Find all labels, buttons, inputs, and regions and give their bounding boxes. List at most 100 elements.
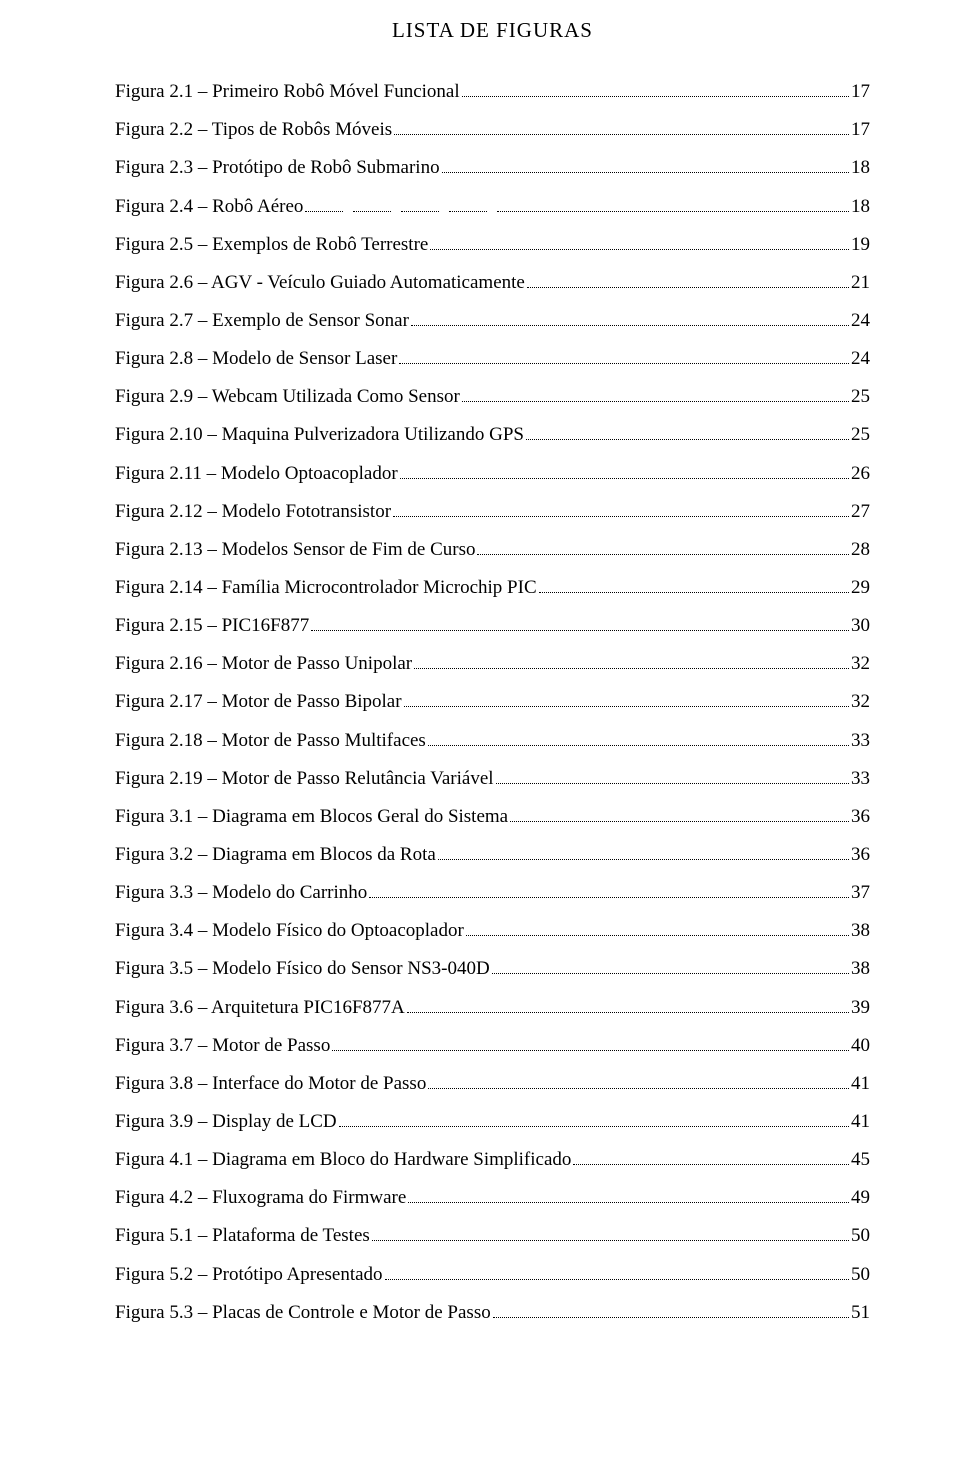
entry-page: 50 bbox=[851, 1226, 870, 1245]
dot-leader bbox=[404, 691, 849, 707]
list-item: Figura 2.2 – Tipos de Robôs Móveis17 bbox=[115, 119, 870, 139]
entry-page: 39 bbox=[851, 998, 870, 1017]
entry-label: Figura 3.6 – Arquitetura PIC16F877A bbox=[115, 998, 405, 1017]
entry-page: 51 bbox=[851, 1303, 870, 1322]
entry-label: Figura 3.4 – Modelo Físico do Optoacopla… bbox=[115, 921, 464, 940]
dot-leader bbox=[399, 348, 849, 364]
list-item: Figura 2.15 – PIC16F877 30 bbox=[115, 615, 870, 635]
entry-page: 41 bbox=[851, 1112, 870, 1131]
dot-leader bbox=[394, 119, 849, 135]
entry-label: Figura 3.7 – Motor de Passo bbox=[115, 1036, 330, 1055]
entry-page: 32 bbox=[851, 692, 870, 711]
list-item: Figura 3.2 – Diagrama em Blocos da Rota 3… bbox=[115, 844, 870, 864]
list-item: Figura 5.2 – Protótipo Apresentado50 bbox=[115, 1263, 870, 1283]
list-item: Figura 3.6 – Arquitetura PIC16F877A 39 bbox=[115, 996, 870, 1016]
dot-leader bbox=[428, 1073, 849, 1089]
entry-page: 49 bbox=[851, 1188, 870, 1207]
entry-page: 33 bbox=[851, 731, 870, 750]
list-item: Figura 2.18 – Motor de Passo Multifaces 3… bbox=[115, 729, 870, 749]
list-item: Figura 5.3 – Placas de Controle e Motor … bbox=[115, 1302, 870, 1322]
entry-page: 40 bbox=[851, 1036, 870, 1055]
entry-label: Figura 2.1 – Primeiro Robô Móvel Funcion… bbox=[115, 82, 460, 101]
dot-leader bbox=[369, 882, 849, 898]
dot-leader bbox=[400, 462, 849, 478]
entry-label: Figura 2.16 – Motor de Passo Unipolar bbox=[115, 654, 412, 673]
list-item: Figura 3.3 – Modelo do Carrinho37 bbox=[115, 882, 870, 902]
entry-label: Figura 2.2 – Tipos de Robôs Móveis bbox=[115, 120, 392, 139]
list-item: Figura 3.4 – Modelo Físico do Optoacopla… bbox=[115, 920, 870, 940]
list-item: Figura 3.5 – Modelo Físico do Sensor NS3… bbox=[115, 958, 870, 978]
entry-page: 26 bbox=[851, 464, 870, 483]
list-item: Figura 2.9 – Webcam Utilizada Como Senso… bbox=[115, 386, 870, 406]
dot-leader bbox=[492, 958, 849, 974]
entry-page: 50 bbox=[851, 1265, 870, 1284]
dot-leader bbox=[462, 386, 849, 402]
dot-leader bbox=[539, 577, 849, 593]
entry-page: 36 bbox=[851, 807, 870, 826]
entry-page: 24 bbox=[851, 349, 870, 368]
dot-leader bbox=[372, 1225, 849, 1241]
list-item: Figura 2.3 – Protótipo de Robô Submarino… bbox=[115, 157, 870, 177]
list-item: Figura 2.7 – Exemplo de Sensor Sonar24 bbox=[115, 310, 870, 330]
list-item: Figura 2.19 – Motor de Passo Relutância … bbox=[115, 768, 870, 788]
entry-label: Figura 2.3 – Protótipo de Robô Submarino bbox=[115, 158, 440, 177]
dot-leader-segment bbox=[449, 195, 487, 211]
entry-label: Figura 2.5 – Exemplos de Robô Terrestre bbox=[115, 235, 428, 254]
entry-page: 38 bbox=[851, 959, 870, 978]
entry-label: Figura 3.1 – Diagrama em Blocos Geral do… bbox=[115, 807, 508, 826]
entry-label: Figura 2.6 – AGV - Veículo Guiado Automa… bbox=[115, 273, 525, 292]
entry-label: Figura 5.1 – Plataforma de Testes bbox=[115, 1226, 370, 1245]
list-item: Figura 2.11 – Modelo Optoacoplador26 bbox=[115, 462, 870, 482]
entry-page: 19 bbox=[851, 235, 870, 254]
entry-label: Figura 3.3 – Modelo do Carrinho bbox=[115, 883, 367, 902]
list-item: Figura 2.6 – AGV - Veículo Guiado Automa… bbox=[115, 272, 870, 292]
entry-page: 17 bbox=[851, 82, 870, 101]
dot-leader bbox=[393, 501, 849, 517]
entry-label: Figura 2.9 – Webcam Utilizada Como Senso… bbox=[115, 387, 460, 406]
dot-leader bbox=[477, 539, 849, 555]
entry-page: 27 bbox=[851, 502, 870, 521]
dot-leader bbox=[526, 424, 849, 440]
entry-page: 25 bbox=[851, 425, 870, 444]
dot-leader bbox=[430, 234, 849, 250]
entry-page: 28 bbox=[851, 540, 870, 559]
list-item: Figura 2.1 – Primeiro Robô Móvel Funcion… bbox=[115, 81, 870, 101]
entry-page: 41 bbox=[851, 1074, 870, 1093]
list-item: Figura 3.7 – Motor de Passo 40 bbox=[115, 1035, 870, 1055]
dot-leader bbox=[428, 729, 849, 745]
list-item: Figura 2.5 – Exemplos de Robô Terrestre 1… bbox=[115, 234, 870, 254]
list-item: Figura 2.13 – Modelos Sensor de Fim de C… bbox=[115, 539, 870, 559]
list-item: Figura 5.1 – Plataforma de Testes 50 bbox=[115, 1225, 870, 1245]
entry-label: Figura 2.15 – PIC16F877 bbox=[115, 616, 309, 635]
list-item: Figura 3.1 – Diagrama em Blocos Geral do… bbox=[115, 806, 870, 826]
dot-leader bbox=[385, 1263, 849, 1279]
entry-label: Figura 2.19 – Motor de Passo Relutância … bbox=[115, 769, 494, 788]
list-item: Figura 2.8 – Modelo de Sensor Laser24 bbox=[115, 348, 870, 368]
list-item: Figura 2.10 – Maquina Pulverizadora Util… bbox=[115, 424, 870, 444]
list-item: Figura 3.8 – Interface do Motor de Passo… bbox=[115, 1073, 870, 1093]
dot-leader bbox=[466, 920, 849, 936]
page-title: LISTA DE FIGURAS bbox=[115, 18, 870, 43]
entry-page: 36 bbox=[851, 845, 870, 864]
entry-label: Figura 3.2 – Diagrama em Blocos da Rota bbox=[115, 845, 436, 864]
list-item: Figura 4.2 – Fluxograma do Firmware49 bbox=[115, 1187, 870, 1207]
entry-label: Figura 3.9 – Display de LCD bbox=[115, 1112, 337, 1131]
dot-leader bbox=[414, 653, 849, 669]
entry-label: Figura 5.3 – Placas de Controle e Motor … bbox=[115, 1303, 491, 1322]
entry-page: 30 bbox=[851, 616, 870, 635]
entry-page: 45 bbox=[851, 1150, 870, 1169]
dot-leader-segment bbox=[401, 195, 439, 211]
dot-leader-segment bbox=[353, 195, 391, 211]
dot-leader bbox=[573, 1149, 849, 1165]
entry-label: Figura 2.18 – Motor de Passo Multifaces bbox=[115, 731, 426, 750]
dot-leader bbox=[496, 768, 849, 784]
dot-leader bbox=[442, 157, 849, 173]
entry-label: Figura 2.4 – Robô Aéreo bbox=[115, 197, 303, 216]
dot-leader bbox=[510, 806, 849, 822]
entry-label: Figura 2.17 – Motor de Passo Bipolar bbox=[115, 692, 402, 711]
entry-page: 33 bbox=[851, 769, 870, 788]
entry-page: 18 bbox=[851, 197, 870, 216]
entry-label: Figura 4.1 – Diagrama em Bloco do Hardwa… bbox=[115, 1150, 571, 1169]
entry-page: 32 bbox=[851, 654, 870, 673]
dot-leader bbox=[311, 615, 849, 631]
